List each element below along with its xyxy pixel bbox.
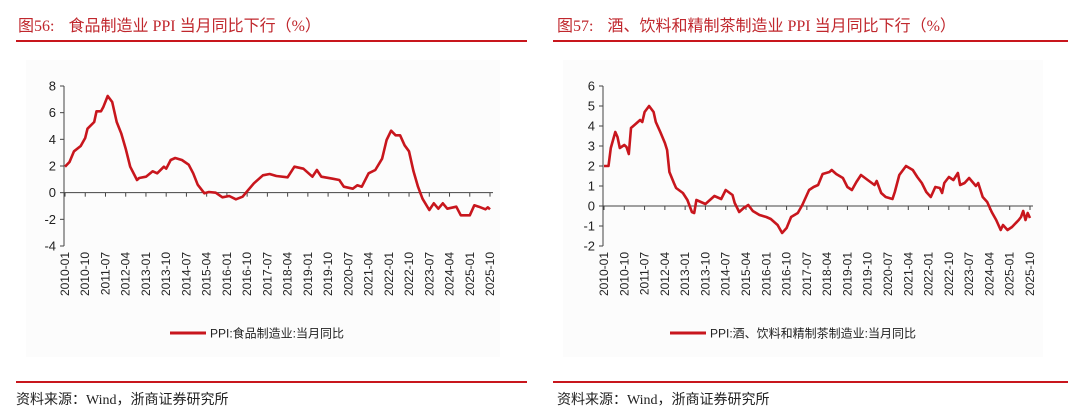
x-tick-label: 2018-04 — [820, 252, 834, 296]
x-tick-label: 2013-01 — [139, 252, 153, 296]
x-tick-label: 2012-04 — [119, 252, 133, 296]
x-tick-label: 2019-01 — [840, 252, 854, 296]
x-tick-label: 2017-07 — [260, 252, 274, 296]
figure-title: 食品制造业 PPI 当月同比下行（%） — [68, 18, 321, 35]
title-divider — [16, 40, 527, 42]
title-divider — [553, 40, 1068, 42]
figure-number: 图56: — [18, 18, 55, 35]
series-line — [64, 94, 491, 217]
x-tick-label: 2023-07 — [422, 252, 436, 296]
x-tick-label: 2013-10 — [698, 252, 712, 296]
x-tick-label: 2024-04 — [443, 252, 457, 296]
y-tick-label: 0 — [49, 185, 56, 200]
x-tick-label: 2019-10 — [861, 252, 875, 296]
y-tick-label: 4 — [588, 119, 595, 134]
chart-2-title: 图57: 酒、饮料和精制茶制造业 PPI 当月同比下行（%） — [557, 12, 956, 36]
y-tick-label: 3 — [588, 139, 595, 154]
x-tick-label: 2013-01 — [678, 252, 692, 296]
x-tick-label: 2023-07 — [962, 252, 976, 296]
source-divider — [553, 381, 1068, 383]
y-tick-label: 1 — [588, 179, 595, 194]
series-line — [604, 104, 1032, 235]
x-tick-label: 2014-07 — [179, 252, 193, 296]
x-tick-label: 2012-04 — [658, 252, 672, 296]
x-tick-label: 2015-04 — [200, 252, 214, 296]
y-tick-label: -4 — [44, 239, 56, 254]
y-tick-label: 4 — [49, 132, 56, 147]
x-tick-label: 2025-01 — [463, 252, 477, 296]
chart-2-source: 资料来源：Wind，浙商证券研究所 — [557, 393, 770, 408]
x-tick-label: 2016-01 — [220, 252, 234, 296]
x-tick-label: 2014-07 — [719, 252, 733, 296]
x-tick-label: 2019-10 — [321, 252, 335, 296]
y-tick-label: -1 — [583, 219, 595, 234]
x-tick-label: 2019-01 — [301, 252, 315, 296]
x-tick-label: 2021-04 — [901, 252, 915, 296]
y-tick-label: -2 — [583, 239, 595, 254]
x-tick-label: 2013-10 — [159, 252, 173, 296]
x-tick-label: 2017-07 — [800, 252, 814, 296]
x-tick-label: 2010-10 — [617, 252, 631, 296]
x-tick-label: 2025-10 — [1023, 252, 1037, 296]
x-tick-label: 2011-07 — [638, 252, 652, 295]
x-tick-label: 2020-07 — [881, 252, 895, 296]
x-tick-label: 2022-10 — [942, 252, 956, 296]
y-tick-label: 2 — [49, 159, 56, 174]
x-tick-label: 2022-01 — [922, 252, 936, 296]
y-tick-label: 6 — [588, 79, 595, 94]
figure-title: 酒、饮料和精制茶制造业 PPI 当月同比下行（%） — [607, 18, 956, 35]
x-tick-label: 2015-04 — [739, 252, 753, 296]
x-tick-label: 2025-10 — [483, 252, 497, 296]
chart-1-plot-area — [26, 60, 500, 357]
y-tick-label: 6 — [49, 105, 56, 120]
x-tick-label: 2010-01 — [597, 252, 611, 296]
legend-label: PPI:食品制造业:当月同比 — [210, 326, 344, 341]
x-tick-label: 2016-01 — [759, 252, 773, 296]
y-tick-label: 0 — [588, 199, 595, 214]
figure-number: 图57: — [557, 18, 594, 35]
x-tick-label: 2020-07 — [341, 252, 355, 296]
x-tick-label: 2018-04 — [281, 252, 295, 296]
x-tick-label: 2016-10 — [240, 252, 254, 296]
x-tick-label: 2022-01 — [382, 252, 396, 296]
legend-label: PPI:酒、饮料和精制茶制造业:当月同比 — [710, 326, 916, 341]
y-tick-label: 8 — [49, 79, 56, 94]
y-tick-label: 2 — [588, 159, 595, 174]
chart-1-title: 图56: 食品制造业 PPI 当月同比下行（%） — [18, 12, 321, 36]
x-tick-label: 2010-01 — [58, 252, 72, 296]
x-tick-label: 2025-01 — [1003, 252, 1017, 296]
chart-1-source: 资料来源：Wind，浙商证券研究所 — [16, 393, 229, 408]
chart-2-plot-area — [563, 60, 1043, 357]
x-tick-label: 2011-07 — [98, 252, 112, 295]
x-tick-label: 2010-10 — [78, 252, 92, 296]
y-tick-label: 5 — [588, 99, 595, 114]
y-tick-label: -2 — [44, 212, 56, 227]
x-tick-label: 2016-10 — [780, 252, 794, 296]
x-tick-label: 2024-04 — [982, 252, 996, 296]
x-tick-label: 2021-04 — [362, 252, 376, 296]
source-divider — [16, 381, 527, 383]
x-tick-label: 2022-10 — [402, 252, 416, 296]
